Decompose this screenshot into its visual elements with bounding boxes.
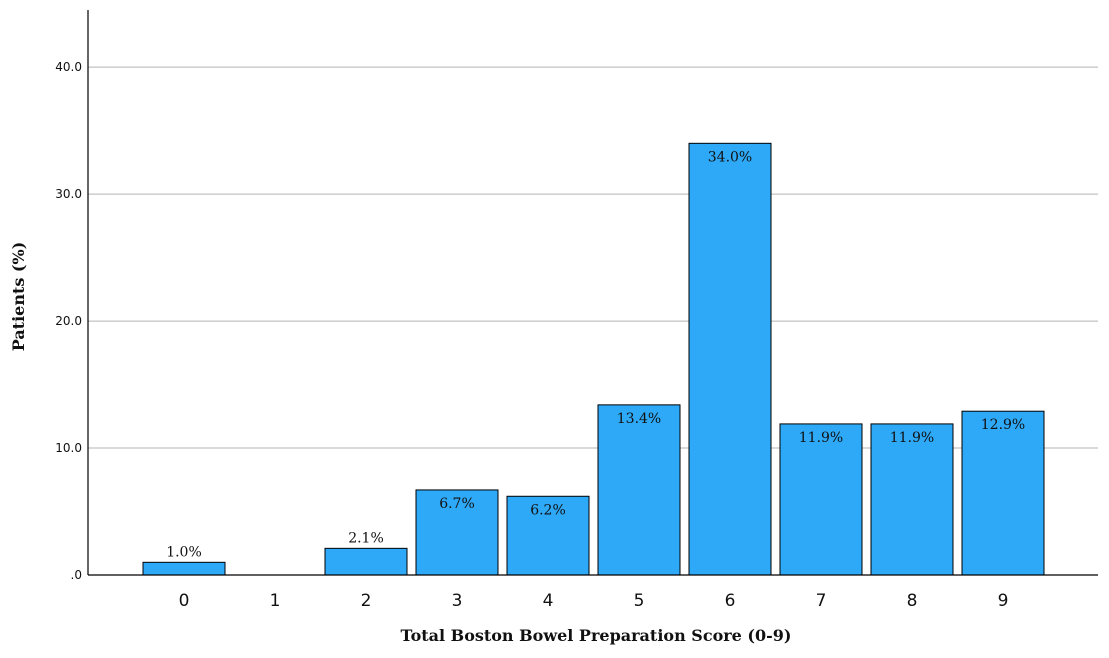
data-label: 6.2% xyxy=(530,502,566,518)
bar xyxy=(779,423,863,576)
bar xyxy=(688,142,772,576)
data-label: 34.0% xyxy=(708,149,752,165)
data-label: 13.4% xyxy=(617,411,661,427)
y-tick-label: 20.0 xyxy=(55,314,82,328)
x-tick-label: 2 xyxy=(361,591,372,611)
x-tick-label: 7 xyxy=(816,591,827,611)
y-tick-label: .0 xyxy=(71,568,82,582)
data-labels: 1.0% 2.1% 6.7% 6.2% 13.4% 34.0% 11.9% 11.9% 12.9… xyxy=(166,149,1025,560)
x-tick-label: 6 xyxy=(725,591,736,611)
gridlines xyxy=(88,66,1098,449)
x-tick-label: 0 xyxy=(179,591,190,611)
x-axis-title: Total Boston Bowel Preparation Score (0-… xyxy=(401,626,792,645)
data-label: 12.9% xyxy=(981,417,1025,433)
data-label: 1.0% xyxy=(166,544,202,560)
data-label: 6.7% xyxy=(439,496,475,512)
y-axis-title: Patients (%) xyxy=(9,242,28,352)
data-label: 2.1% xyxy=(348,530,384,546)
bar xyxy=(324,547,408,576)
x-tick-label: 9 xyxy=(998,591,1009,611)
x-tick-label: 4 xyxy=(543,591,554,611)
data-label: 11.9% xyxy=(799,430,843,446)
bar xyxy=(597,404,681,576)
x-tick-label: 1 xyxy=(270,591,281,611)
bar xyxy=(870,423,954,576)
y-tick-label: 30.0 xyxy=(55,187,82,201)
bar xyxy=(961,410,1045,576)
x-tick-label: 5 xyxy=(634,591,645,611)
y-tick-label: 10.0 xyxy=(55,441,82,455)
x-tick-label: 8 xyxy=(907,591,918,611)
axes: .0 10.0 20.0 30.0 40.0 0 1 2 3 4 5 6 7 8 9 xyxy=(55,10,1098,611)
y-tick-label: 40.0 xyxy=(55,60,82,74)
data-label: 11.9% xyxy=(890,430,934,446)
bar xyxy=(415,489,499,576)
x-tick-label: 3 xyxy=(452,591,463,611)
bars xyxy=(142,142,1045,576)
bar xyxy=(142,561,226,576)
